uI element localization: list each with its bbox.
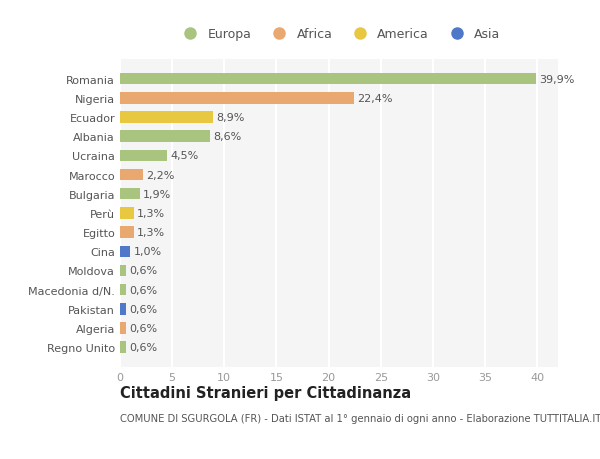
Text: 39,9%: 39,9% — [539, 74, 575, 84]
Bar — [120, 73, 536, 85]
Bar — [120, 93, 353, 104]
Bar — [120, 189, 140, 200]
Bar — [120, 207, 134, 219]
Text: 22,4%: 22,4% — [357, 94, 392, 104]
Bar — [120, 169, 143, 181]
Bar — [120, 265, 126, 277]
Bar — [120, 112, 213, 123]
Text: 1,3%: 1,3% — [137, 208, 165, 218]
Text: 0,6%: 0,6% — [130, 323, 158, 333]
Text: 0,6%: 0,6% — [130, 285, 158, 295]
Bar — [120, 227, 134, 238]
Text: COMUNE DI SGURGOLA (FR) - Dati ISTAT al 1° gennaio di ogni anno - Elaborazione T: COMUNE DI SGURGOLA (FR) - Dati ISTAT al … — [120, 413, 600, 423]
Text: 1,9%: 1,9% — [143, 189, 171, 199]
Bar — [120, 246, 130, 257]
Text: 0,6%: 0,6% — [130, 342, 158, 353]
Bar — [120, 284, 126, 296]
Bar — [120, 342, 126, 353]
Text: 4,5%: 4,5% — [170, 151, 199, 161]
Text: 8,6%: 8,6% — [213, 132, 241, 142]
Legend: Europa, Africa, America, Asia: Europa, Africa, America, Asia — [173, 23, 505, 46]
Bar — [120, 131, 209, 143]
Text: 0,6%: 0,6% — [130, 304, 158, 314]
Text: 1,0%: 1,0% — [134, 247, 161, 257]
Text: 2,2%: 2,2% — [146, 170, 175, 180]
Text: Cittadini Stranieri per Cittadinanza: Cittadini Stranieri per Cittadinanza — [120, 386, 411, 401]
Text: 8,9%: 8,9% — [216, 113, 244, 123]
Text: 1,3%: 1,3% — [137, 228, 165, 238]
Text: 0,6%: 0,6% — [130, 266, 158, 276]
Bar — [120, 323, 126, 334]
Bar — [120, 150, 167, 162]
Bar — [120, 303, 126, 315]
